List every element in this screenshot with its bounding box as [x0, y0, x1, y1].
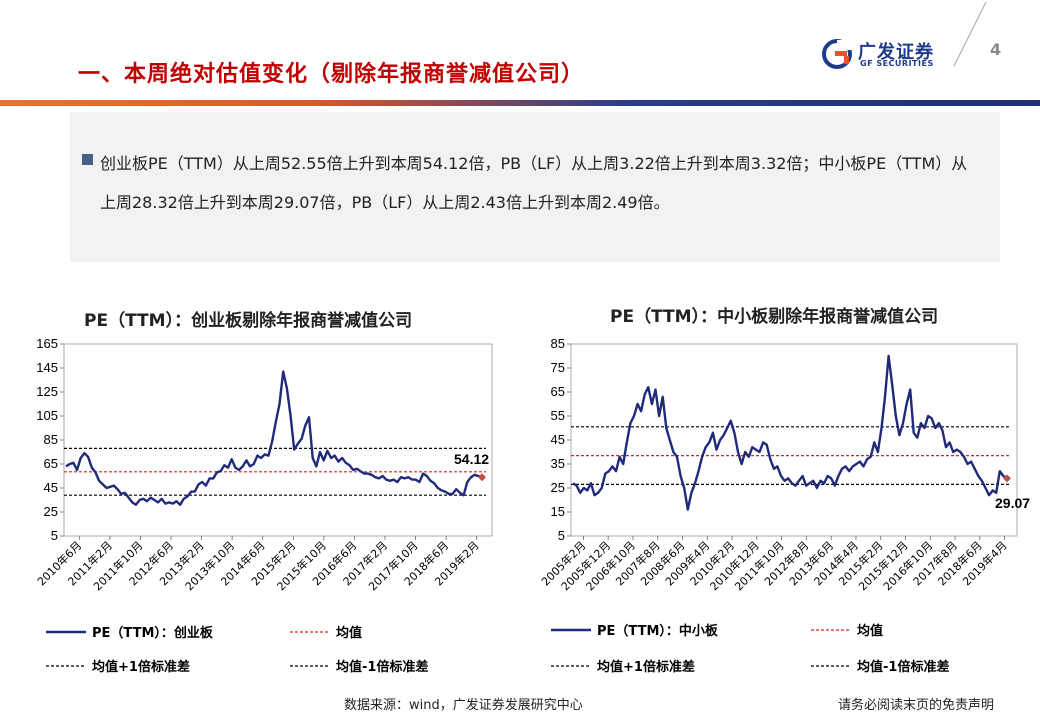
- y-tick-label: 65: [551, 384, 565, 399]
- chart-1-cyb-pe: 5254565851051251451652010年6月2011年2月2011年…: [34, 336, 493, 675]
- logo-chinese-text: 广发证券: [858, 42, 934, 63]
- chart-2-title: PE（TTM）：中小板剔除年报商誉减值公司: [610, 307, 939, 327]
- legend-series-label: PE（TTM）：创业板: [92, 625, 214, 641]
- legend-series-label: PE（TTM）：中小板: [597, 623, 719, 639]
- chart-2-zxb-pe: 515253545556575852005年2月2005年12月2006年10月…: [538, 336, 1030, 675]
- y-tick-label: 85: [551, 336, 565, 351]
- y-tick-label: 35: [551, 456, 565, 471]
- y-tick-label: 5: [51, 528, 58, 543]
- y-tick-label: 55: [551, 408, 565, 423]
- page-title: 一、本周绝对估值变化（剔除年报商誉减值公司）: [78, 62, 585, 87]
- end-value-label: 54.12: [454, 451, 489, 467]
- y-tick-label: 125: [36, 384, 58, 399]
- y-tick-label: 165: [36, 336, 58, 351]
- y-tick-label: 145: [36, 360, 58, 375]
- summary-box: 创业板PE（TTM）从上周52.55倍上升到本周54.12倍，PB（LF）从上周…: [70, 112, 1000, 262]
- y-tick-label: 75: [551, 360, 565, 375]
- chart-1-title: PE（TTM）：创业板剔除年报商誉减值公司: [84, 311, 413, 331]
- pe-series-line: [572, 354, 1008, 511]
- gf-securities-logo: 广发证券 GF SECURITIES: [822, 38, 952, 70]
- legend-plus-std-label: 均值+1倍标准差: [92, 659, 190, 675]
- y-tick-label: 45: [551, 432, 565, 447]
- y-tick-label: 65: [44, 456, 58, 471]
- legend-minus-std-label: 均值-1倍标准差: [336, 659, 428, 675]
- bullet-square-icon: [82, 154, 93, 165]
- legend-mean-label: 均值: [336, 625, 362, 641]
- y-tick-label: 25: [551, 480, 565, 495]
- summary-text: 创业板PE（TTM）从上周52.55倍上升到本周54.12倍，PB（LF）从上周…: [100, 154, 968, 212]
- end-value-marker: [1003, 474, 1011, 483]
- footer-disclaimer: 请务必阅读末页的免责声明: [838, 698, 995, 713]
- y-tick-label: 5: [558, 528, 565, 543]
- legend-mean-label: 均值: [857, 623, 883, 639]
- plot-area: [570, 343, 1018, 537]
- y-tick-label: 45: [44, 480, 58, 495]
- header-slash-decoration: [953, 1, 987, 67]
- header-divider-bar: [0, 100, 1040, 106]
- end-value-marker: [478, 473, 486, 482]
- plot-area: [63, 343, 493, 537]
- slide-header: 一、本周绝对估值变化（剔除年报商誉减值公司） 广发证券 GF SECURITIE…: [0, 0, 1040, 110]
- gf-logo-icon: [822, 39, 853, 69]
- y-tick-label: 85: [44, 432, 58, 447]
- legend-minus-std-label: 均值-1倍标准差: [857, 659, 949, 675]
- y-tick-label: 15: [551, 504, 565, 519]
- end-value-label: 29.07: [995, 495, 1030, 511]
- legend-plus-std-label: 均值+1倍标准差: [597, 659, 695, 675]
- footer-source: 数据来源：wind，广发证券发展研究中心: [344, 698, 583, 713]
- y-tick-label: 105: [36, 408, 58, 423]
- page-number: 4: [990, 40, 1002, 59]
- pe-series-line: [65, 370, 483, 506]
- logo-english-text: GF SECURITIES: [860, 59, 934, 68]
- y-tick-label: 25: [44, 504, 58, 519]
